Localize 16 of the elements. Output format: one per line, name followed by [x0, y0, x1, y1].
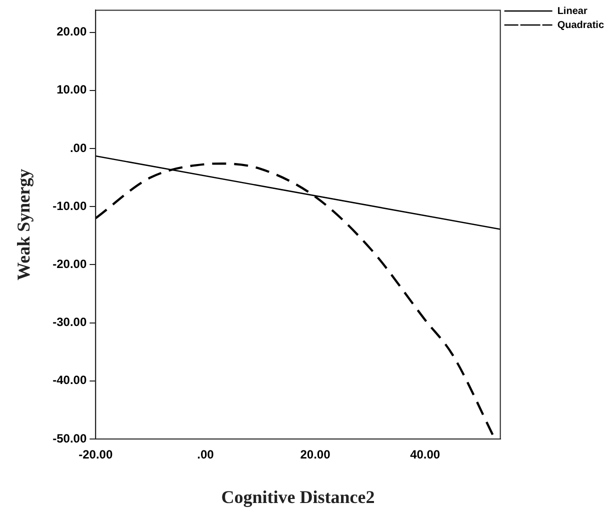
- x-axis-title: Cognitive Distance2: [221, 486, 375, 507]
- x-tick-label: 40.00: [410, 448, 440, 462]
- y-tick-label: -20.00: [52, 257, 87, 272]
- y-tick-label: .00: [70, 140, 87, 155]
- y-tick-label: 10.00: [56, 82, 87, 97]
- legend-label: Linear: [557, 6, 588, 17]
- x-tick-label: .00: [197, 448, 214, 462]
- x-tick-label: 20.00: [300, 448, 331, 462]
- legend-label: Quadratic: [557, 20, 604, 31]
- y-tick-label: -10.00: [52, 198, 87, 213]
- y-tick-label: -40.00: [52, 373, 87, 388]
- y-tick-label: -50.00: [52, 431, 87, 446]
- y-tick-label: 20.00: [56, 24, 87, 39]
- y-axis-title: Weak Synergy: [13, 168, 34, 280]
- x-tick-label: -20.00: [78, 448, 113, 462]
- y-tick-label: -30.00: [52, 315, 87, 330]
